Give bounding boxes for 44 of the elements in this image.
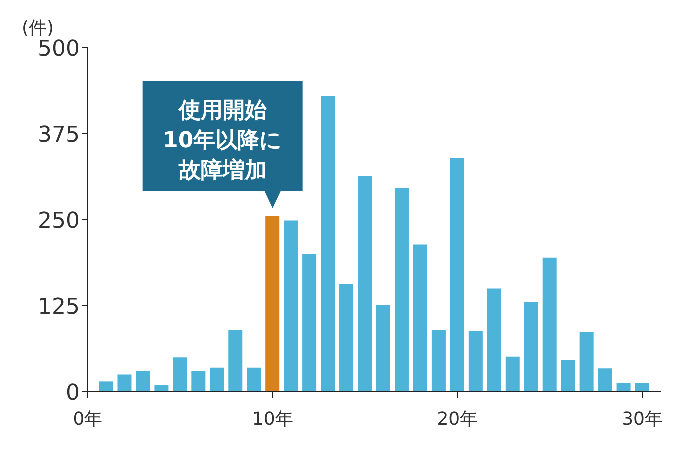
bar xyxy=(413,244,428,392)
y-tick-label: 0 xyxy=(66,380,80,406)
y-axis-title: (件) xyxy=(22,18,54,39)
bar xyxy=(394,188,409,392)
callout: 使用開始 10年以降に 故障増加 xyxy=(142,82,303,209)
bar xyxy=(561,360,576,392)
y-tick-label: 500 xyxy=(38,36,80,62)
bar xyxy=(524,302,538,392)
bar xyxy=(635,383,650,392)
annotation: 10年以降に xyxy=(163,128,283,154)
x-tick-label: 0年 xyxy=(73,408,103,430)
x-tick-label: 20年 xyxy=(437,408,478,430)
bar xyxy=(376,305,390,392)
bar xyxy=(99,382,114,392)
bar xyxy=(616,383,631,392)
bar xyxy=(192,371,206,392)
bar xyxy=(228,330,243,392)
bar xyxy=(468,331,483,392)
bar xyxy=(210,368,224,392)
annotation: 使用開始 xyxy=(178,98,267,124)
y-tick-label: 125 xyxy=(38,294,80,320)
bar xyxy=(154,385,169,392)
bar xyxy=(598,368,612,392)
annotation: 故障増加 xyxy=(178,158,267,184)
bar xyxy=(487,288,502,392)
bar xyxy=(247,368,262,392)
bar xyxy=(580,332,594,392)
bar xyxy=(302,254,317,392)
x-tick-label: 10年 xyxy=(252,408,294,430)
bar xyxy=(506,356,520,392)
bar xyxy=(542,258,557,392)
bar xyxy=(450,158,464,392)
bar xyxy=(118,374,132,392)
bar xyxy=(321,96,336,392)
y-tick-label: 375 xyxy=(38,122,80,148)
bar xyxy=(284,220,298,392)
bar xyxy=(136,371,150,392)
bar xyxy=(358,176,372,392)
bar xyxy=(266,216,280,392)
bar xyxy=(432,330,446,392)
x-tick-label: 30年 xyxy=(622,408,663,430)
y-tick-label: 250 xyxy=(38,208,80,234)
bar xyxy=(173,358,188,392)
bar xyxy=(340,284,354,392)
